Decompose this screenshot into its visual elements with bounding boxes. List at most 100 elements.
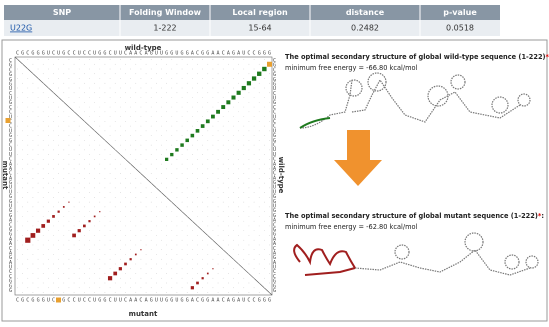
grid-dot	[145, 282, 147, 284]
grid-dot	[248, 101, 250, 103]
grid-dot	[135, 263, 137, 265]
grid-dot	[202, 68, 203, 70]
pair-dot	[226, 100, 231, 105]
grid-dot	[114, 225, 116, 227]
grid-dot	[222, 220, 224, 222]
grid-dot	[269, 92, 270, 94]
grid-dot	[48, 68, 49, 70]
grid-dot	[94, 92, 95, 94]
grid-dot	[228, 111, 229, 113]
grid-dot	[253, 220, 255, 222]
grid-dot	[202, 220, 203, 222]
grid-dot	[104, 73, 106, 75]
grid-dot	[212, 220, 214, 222]
grid-dot	[63, 273, 65, 274]
grid-dot	[73, 282, 75, 284]
grid-dot	[89, 192, 90, 193]
grid-dot	[217, 130, 219, 132]
grid-dot	[145, 178, 147, 179]
grid-dot	[253, 135, 255, 136]
grid-dot	[99, 106, 101, 108]
grid-dot	[27, 87, 29, 89]
grid-dot	[109, 211, 111, 213]
grid-dot	[197, 82, 198, 84]
grid-dot	[37, 135, 39, 136]
pair-dot	[212, 268, 214, 270]
grid-dot	[156, 73, 157, 75]
grid-dot	[58, 201, 59, 203]
grid-dot	[217, 235, 219, 236]
snp-link[interactable]: U22G	[10, 24, 32, 33]
grid-dot	[207, 130, 209, 132]
grid-dot	[130, 106, 131, 108]
grid-dot	[264, 173, 265, 174]
grid-dot	[161, 125, 162, 127]
grid-dot	[68, 182, 70, 184]
grid-dot	[73, 168, 75, 170]
pair-dot	[93, 215, 96, 218]
grid-dot	[68, 87, 70, 89]
grid-dot	[37, 68, 39, 70]
grid-dot	[258, 292, 260, 293]
grid-dot	[228, 216, 229, 217]
pair-dot	[170, 152, 174, 157]
grid-dot	[156, 216, 157, 217]
grid-dot	[197, 187, 198, 189]
pair-dot	[113, 271, 118, 276]
grid-dot	[42, 73, 44, 75]
grid-dot	[114, 92, 116, 94]
grid-dot	[58, 144, 59, 146]
grid-dot	[27, 125, 29, 127]
grid-dot	[197, 149, 198, 151]
grid-dot	[197, 244, 198, 246]
grid-dot	[42, 216, 44, 217]
mutant-structure	[293, 232, 539, 276]
grid-dot	[212, 201, 214, 203]
grid-dot	[258, 120, 260, 122]
grid-dot	[58, 287, 59, 289]
grid-dot	[130, 97, 131, 98]
grid-dot	[135, 101, 137, 103]
grid-dot	[37, 106, 39, 108]
grid-dot	[135, 292, 137, 293]
grid-dot	[186, 63, 188, 65]
grid-dot	[233, 135, 234, 136]
grid-dot	[166, 225, 167, 227]
grid-dot	[161, 220, 162, 222]
grid-dot	[99, 192, 101, 193]
grid-dot	[228, 82, 229, 84]
grid-dot	[84, 159, 85, 160]
grid-dot	[37, 277, 39, 279]
grid-dot	[63, 63, 65, 65]
grid-dot	[58, 68, 59, 70]
grid-dot	[37, 78, 39, 79]
grid-dot	[130, 116, 131, 117]
grid-dot	[89, 59, 90, 60]
grid-dot	[104, 197, 106, 198]
grid-dot	[156, 282, 157, 284]
grid-dot	[104, 263, 106, 265]
grid-dot	[212, 192, 214, 193]
grid-dot	[89, 239, 90, 241]
grid-dot	[192, 211, 193, 213]
grid-dot	[58, 135, 59, 136]
grid-dot	[243, 277, 245, 279]
grid-dot	[269, 130, 270, 132]
grid-dot	[264, 192, 265, 193]
grid-dot	[68, 239, 70, 241]
grid-dot	[27, 201, 29, 203]
grid-dot	[243, 258, 245, 260]
grid-dot	[161, 59, 162, 60]
grid-dot	[114, 168, 116, 170]
grid-dot	[192, 201, 193, 203]
grid-dot	[228, 235, 229, 236]
table-cell: 0.2482	[351, 24, 379, 33]
grid-dot	[125, 120, 126, 122]
grid-dot	[22, 225, 23, 227]
grid-dot	[120, 78, 121, 79]
grid-dot	[243, 182, 245, 184]
grid-dot	[22, 130, 23, 132]
grid-dot	[120, 287, 121, 289]
grid-dot	[32, 206, 34, 208]
